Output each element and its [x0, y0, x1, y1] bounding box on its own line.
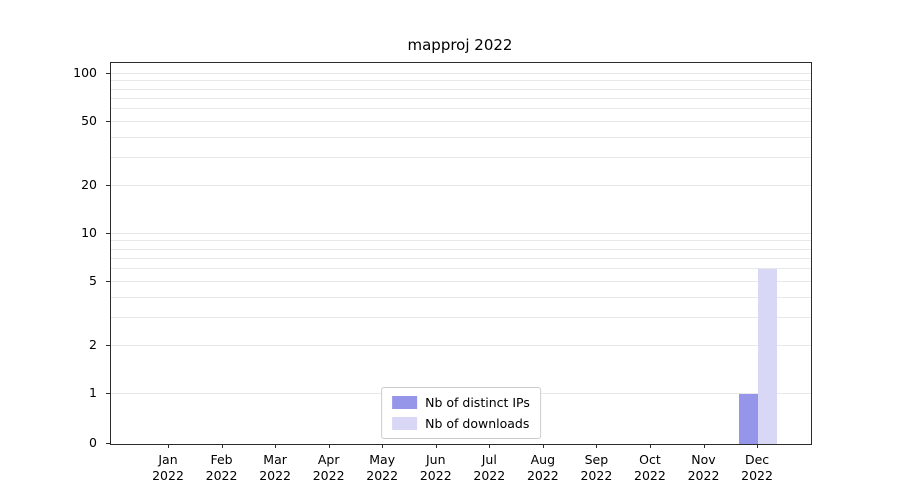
x-tick-mark	[649, 444, 651, 448]
x-tick-mark	[489, 444, 491, 448]
gridline	[111, 157, 811, 158]
y-tick-label: 20	[81, 176, 97, 192]
y-tick-mark	[106, 281, 110, 283]
gridline	[111, 137, 811, 138]
legend-item-distinct-ips: Nb of distinct IPs	[392, 395, 530, 410]
x-tick-mark	[596, 444, 598, 448]
x-tick-label: Dec 2022	[741, 452, 773, 483]
y-tick-label: 1	[89, 385, 97, 400]
x-tick-label: Apr 2022	[312, 452, 345, 483]
y-tick-label: 2	[89, 336, 97, 352]
gridline	[111, 121, 811, 122]
gridline	[111, 108, 811, 109]
y-tick-label: 0	[89, 435, 97, 450]
y-tick-mark	[106, 344, 110, 346]
y-tick-mark	[106, 393, 110, 394]
gridline	[111, 297, 811, 298]
gridline	[111, 317, 811, 318]
x-tick-mark	[382, 444, 384, 448]
gridline	[111, 240, 811, 241]
x-tick-label: Jul 2022	[473, 452, 506, 483]
y-tick-mark	[106, 73, 110, 74]
x-tick-mark	[757, 444, 759, 448]
legend-swatch-downloads	[392, 417, 418, 430]
legend-label-distinct-ips: Nb of distinct IPs	[425, 395, 530, 410]
x-tick-mark	[275, 444, 277, 448]
chart-title: mapproj 2022	[407, 36, 513, 54]
x-tick-label: Jan 2022	[152, 452, 184, 483]
bar-nb-of-downloads	[758, 269, 777, 444]
x-tick-mark	[221, 444, 223, 448]
y-tick-label: 50	[81, 113, 97, 129]
y-tick-label: 5	[89, 273, 97, 289]
gridline	[111, 281, 811, 282]
legend-label-downloads: Nb of downloads	[425, 416, 530, 431]
y-tick-label: 10	[81, 225, 97, 240]
gridline	[111, 80, 811, 81]
gridline	[111, 249, 811, 250]
x-tick-mark	[703, 444, 705, 448]
legend-item-downloads: Nb of downloads	[392, 416, 530, 431]
x-tick-label: Feb 2022	[205, 452, 238, 483]
gridline	[111, 185, 811, 186]
x-tick-label: Sep 2022	[580, 452, 613, 483]
x-tick-mark	[328, 444, 330, 448]
x-tick-mark	[168, 444, 169, 448]
x-tick-label: Nov 2022	[687, 452, 720, 483]
x-tick-label: Mar 2022	[259, 452, 291, 483]
legend: Nb of distinct IPs Nb of downloads	[381, 387, 541, 439]
gridline	[111, 73, 811, 74]
gridline	[111, 89, 811, 90]
x-tick-mark	[542, 444, 544, 448]
y-tick-label: 100	[73, 65, 97, 80]
gridline	[111, 233, 811, 234]
x-tick-mark	[435, 444, 437, 448]
plot-area: Nb of distinct IPs Nb of downloads	[110, 62, 812, 445]
y-tick-mark	[106, 121, 110, 123]
x-tick-label: May 2022	[366, 452, 399, 483]
y-tick-mark	[106, 233, 110, 234]
gridline	[111, 268, 811, 269]
legend-swatch-distinct-ips	[392, 396, 418, 409]
bar-nb-of-distinct-ips	[739, 394, 758, 444]
x-tick-label: Oct 2022	[634, 452, 666, 483]
y-tick-mark	[106, 184, 110, 186]
gridline	[111, 98, 811, 99]
x-tick-label: Jun 2022	[419, 452, 452, 483]
x-tick-label: Aug 2022	[526, 452, 559, 483]
gridline	[111, 345, 811, 346]
y-tick-mark	[106, 443, 110, 444]
gridline	[111, 258, 811, 259]
